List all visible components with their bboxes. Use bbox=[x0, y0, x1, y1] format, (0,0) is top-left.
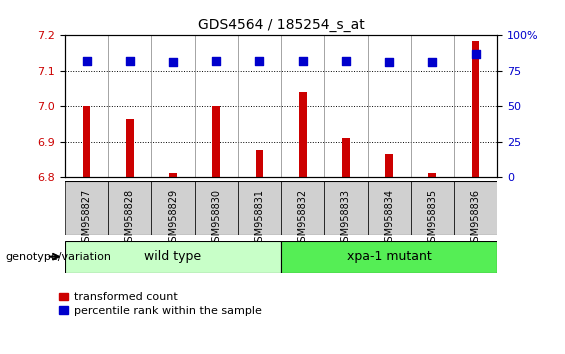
Text: GSM958829: GSM958829 bbox=[168, 189, 178, 248]
Bar bbox=[255, 150, 263, 177]
Bar bbox=[82, 106, 90, 177]
FancyBboxPatch shape bbox=[194, 181, 238, 235]
FancyBboxPatch shape bbox=[324, 181, 367, 235]
Bar bbox=[212, 106, 220, 177]
FancyBboxPatch shape bbox=[281, 181, 324, 235]
Bar bbox=[299, 92, 307, 177]
Text: GSM958827: GSM958827 bbox=[81, 189, 92, 248]
FancyBboxPatch shape bbox=[65, 181, 108, 235]
Point bbox=[385, 59, 394, 65]
Text: wild type: wild type bbox=[145, 250, 202, 263]
Text: GSM958832: GSM958832 bbox=[298, 189, 308, 248]
Legend: transformed count, percentile rank within the sample: transformed count, percentile rank withi… bbox=[59, 292, 262, 316]
FancyBboxPatch shape bbox=[411, 181, 454, 235]
Bar bbox=[385, 154, 393, 177]
Text: genotype/variation: genotype/variation bbox=[6, 252, 112, 262]
Bar bbox=[342, 138, 350, 177]
FancyBboxPatch shape bbox=[238, 181, 281, 235]
FancyBboxPatch shape bbox=[108, 181, 151, 235]
Title: GDS4564 / 185254_s_at: GDS4564 / 185254_s_at bbox=[198, 18, 364, 32]
Bar bbox=[126, 119, 134, 177]
Point bbox=[125, 58, 134, 64]
FancyBboxPatch shape bbox=[367, 181, 411, 235]
Text: GSM958833: GSM958833 bbox=[341, 189, 351, 248]
Bar bbox=[169, 173, 177, 177]
Bar bbox=[428, 173, 436, 177]
Point bbox=[341, 58, 350, 64]
Point bbox=[168, 59, 177, 65]
Text: GSM958831: GSM958831 bbox=[254, 189, 264, 248]
Point bbox=[298, 58, 307, 64]
Text: GSM958836: GSM958836 bbox=[471, 189, 481, 248]
Text: GSM958830: GSM958830 bbox=[211, 189, 221, 248]
Point bbox=[471, 51, 480, 57]
Bar bbox=[472, 41, 480, 177]
Text: GSM958828: GSM958828 bbox=[125, 189, 135, 248]
FancyBboxPatch shape bbox=[151, 181, 194, 235]
Point bbox=[212, 58, 221, 64]
Point bbox=[82, 58, 91, 64]
FancyBboxPatch shape bbox=[65, 241, 281, 273]
FancyBboxPatch shape bbox=[281, 241, 497, 273]
FancyBboxPatch shape bbox=[454, 181, 497, 235]
Text: xpa-1 mutant: xpa-1 mutant bbox=[347, 250, 432, 263]
Point bbox=[428, 59, 437, 65]
Text: GSM958834: GSM958834 bbox=[384, 189, 394, 248]
Point bbox=[255, 58, 264, 64]
Text: GSM958835: GSM958835 bbox=[427, 189, 437, 248]
